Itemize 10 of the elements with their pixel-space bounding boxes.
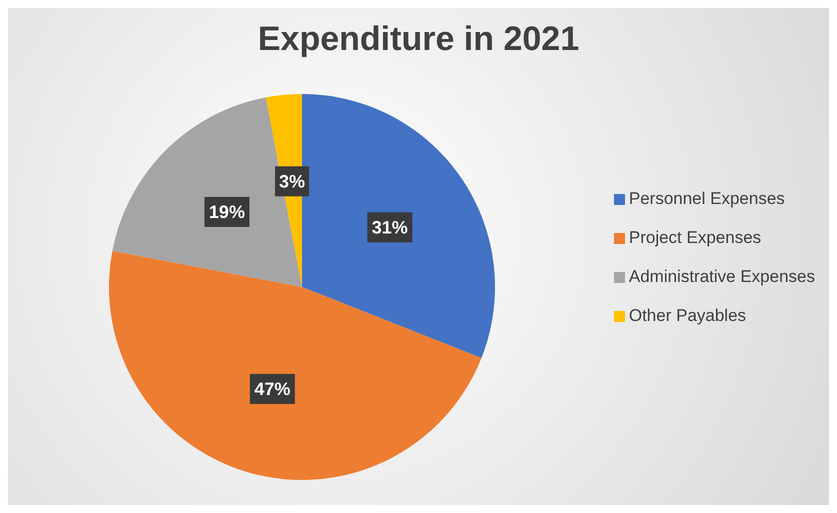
pie-slice bbox=[109, 250, 482, 480]
data-label: 3% bbox=[279, 171, 306, 192]
data-label: 31% bbox=[372, 217, 408, 238]
legend-label: Administrative Expenses bbox=[628, 266, 815, 286]
data-label: 19% bbox=[208, 202, 245, 222]
legend-label: Other Payables bbox=[628, 306, 746, 324]
chart-title: Expenditure in 2021 bbox=[256, 20, 580, 59]
legend-label: Project Expenses bbox=[628, 228, 762, 246]
legend-label: Personnel Expenses bbox=[628, 188, 785, 208]
data-label: 47% bbox=[254, 378, 290, 399]
